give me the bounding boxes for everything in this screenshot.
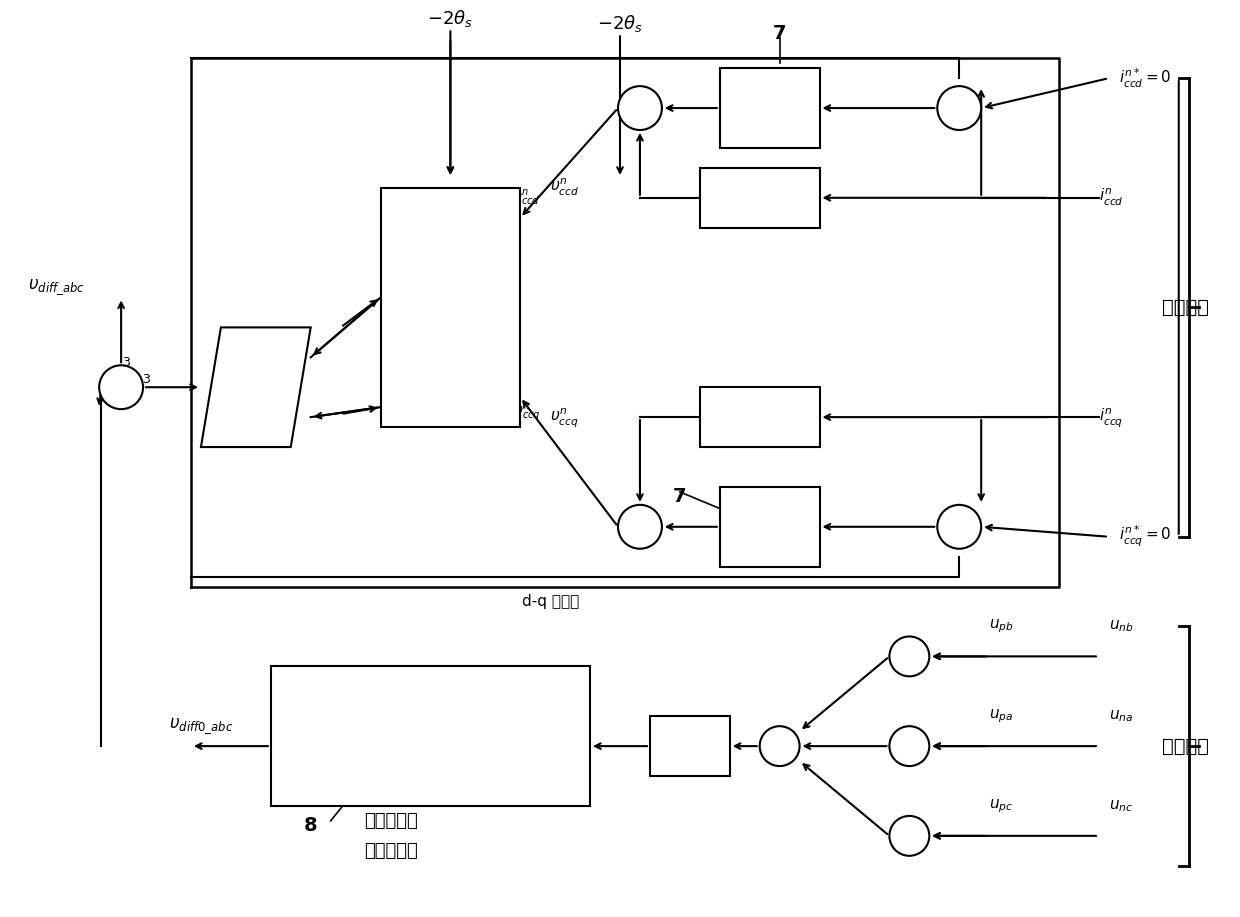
Circle shape — [889, 816, 929, 856]
Circle shape — [99, 365, 143, 409]
Text: 3: 3 — [241, 345, 250, 359]
Bar — [270, 667, 590, 806]
Text: 3: 3 — [143, 372, 150, 386]
Text: $\frac{1}{3}$: $\frac{1}{3}$ — [686, 733, 694, 760]
Text: $u_{pb}$: $u_{pb}$ — [990, 618, 1014, 635]
Circle shape — [618, 86, 662, 130]
Text: -: - — [954, 119, 959, 133]
Text: $i_{ccd}^{n*}=0$: $i_{ccd}^{n*}=0$ — [1118, 67, 1172, 90]
Text: 零序分量: 零序分量 — [1162, 736, 1209, 756]
Text: $2\omega_s L_s$: $2\omega_s L_s$ — [739, 190, 780, 206]
Text: $u_{pa}$: $u_{pa}$ — [990, 707, 1013, 725]
Bar — [719, 68, 820, 148]
Text: $\upsilon_{ccq}^{n}$: $\upsilon_{ccq}^{n}$ — [551, 405, 579, 428]
Circle shape — [889, 636, 929, 677]
Bar — [650, 716, 730, 776]
Text: $\upsilon_{ccq}^{n}$: $\upsilon_{ccq}^{n}$ — [513, 402, 541, 423]
Text: +: + — [892, 645, 901, 657]
Text: $u_{nb}$: $u_{nb}$ — [1109, 619, 1133, 635]
Bar — [699, 168, 820, 227]
Bar — [719, 487, 820, 567]
Text: +: + — [120, 396, 131, 410]
Text: +: + — [779, 754, 790, 767]
Text: +: + — [918, 645, 928, 657]
Text: $\upsilon_{ccd}^{n}$: $\upsilon_{ccd}^{n}$ — [513, 188, 541, 208]
Circle shape — [889, 726, 929, 766]
Text: $2\omega_s L_s$: $2\omega_s L_s$ — [739, 409, 780, 425]
Bar — [699, 387, 820, 447]
Text: +: + — [103, 375, 114, 389]
Text: +: + — [761, 735, 773, 747]
Text: $i_{ccq}^{n*}=0$: $i_{ccq}^{n*}=0$ — [1118, 525, 1172, 549]
Text: d-q 参考系: d-q 参考系 — [522, 594, 579, 609]
Text: +: + — [918, 735, 928, 747]
Text: -: - — [954, 502, 959, 516]
Text: $u_{nc}$: $u_{nc}$ — [1109, 798, 1133, 813]
Text: 7: 7 — [773, 24, 786, 43]
Text: $K_0\dfrac{\omega_c s}{s^2+2\zeta\omega_c s+\omega_c^2}$: $K_0\dfrac{\omega_c s}{s^2+2\zeta\omega_… — [361, 689, 500, 728]
Text: 7: 7 — [673, 487, 687, 506]
Text: +: + — [892, 735, 901, 747]
Text: +: + — [637, 503, 649, 515]
Text: $-2\theta_s$: $-2\theta_s$ — [598, 13, 642, 34]
Circle shape — [760, 726, 800, 766]
Text: $-2\theta_s$: $-2\theta_s$ — [428, 8, 474, 28]
Text: $\upsilon_{diff0\_abc}$: $\upsilon_{diff0\_abc}$ — [169, 716, 233, 736]
Text: $\upsilon_{diff\_abc}$: $\upsilon_{diff\_abc}$ — [27, 278, 84, 297]
Text: $u_{pc}$: $u_{pc}$ — [990, 797, 1013, 814]
Text: +: + — [968, 517, 980, 530]
Text: 2: 2 — [272, 414, 280, 429]
Text: +: + — [892, 824, 901, 837]
Text: +: + — [968, 98, 980, 112]
Text: $i_{ccd}^{n}$: $i_{ccd}^{n}$ — [1099, 187, 1123, 208]
Text: +: + — [637, 83, 649, 96]
Text: $T^{-1}(-2\theta_s)$: $T^{-1}(-2\theta_s)$ — [415, 297, 485, 318]
Text: $u_{na}$: $u_{na}$ — [1109, 708, 1133, 724]
Text: 负序分量: 负序分量 — [1162, 298, 1209, 317]
Text: 3: 3 — [123, 356, 130, 369]
Circle shape — [618, 505, 662, 548]
Text: +: + — [620, 517, 630, 530]
Text: +: + — [918, 824, 928, 837]
Text: $i_{ccq}^{n}$: $i_{ccq}^{n}$ — [1099, 405, 1123, 428]
Polygon shape — [201, 327, 311, 447]
Circle shape — [937, 505, 981, 548]
Text: 8: 8 — [304, 816, 317, 835]
Text: 静止参考系: 静止参考系 — [363, 842, 418, 860]
Text: 带通滤波器: 带通滤波器 — [363, 812, 418, 830]
Text: $\upsilon_{ccd}^{n}$: $\upsilon_{ccd}^{n}$ — [551, 177, 579, 198]
Bar — [381, 188, 521, 427]
Circle shape — [937, 86, 981, 130]
Text: +: + — [620, 98, 630, 112]
Text: 其中 $\omega_c=2\omega_0$: 其中 $\omega_c=2\omega_0$ — [386, 757, 475, 776]
Text: +: + — [779, 724, 790, 737]
